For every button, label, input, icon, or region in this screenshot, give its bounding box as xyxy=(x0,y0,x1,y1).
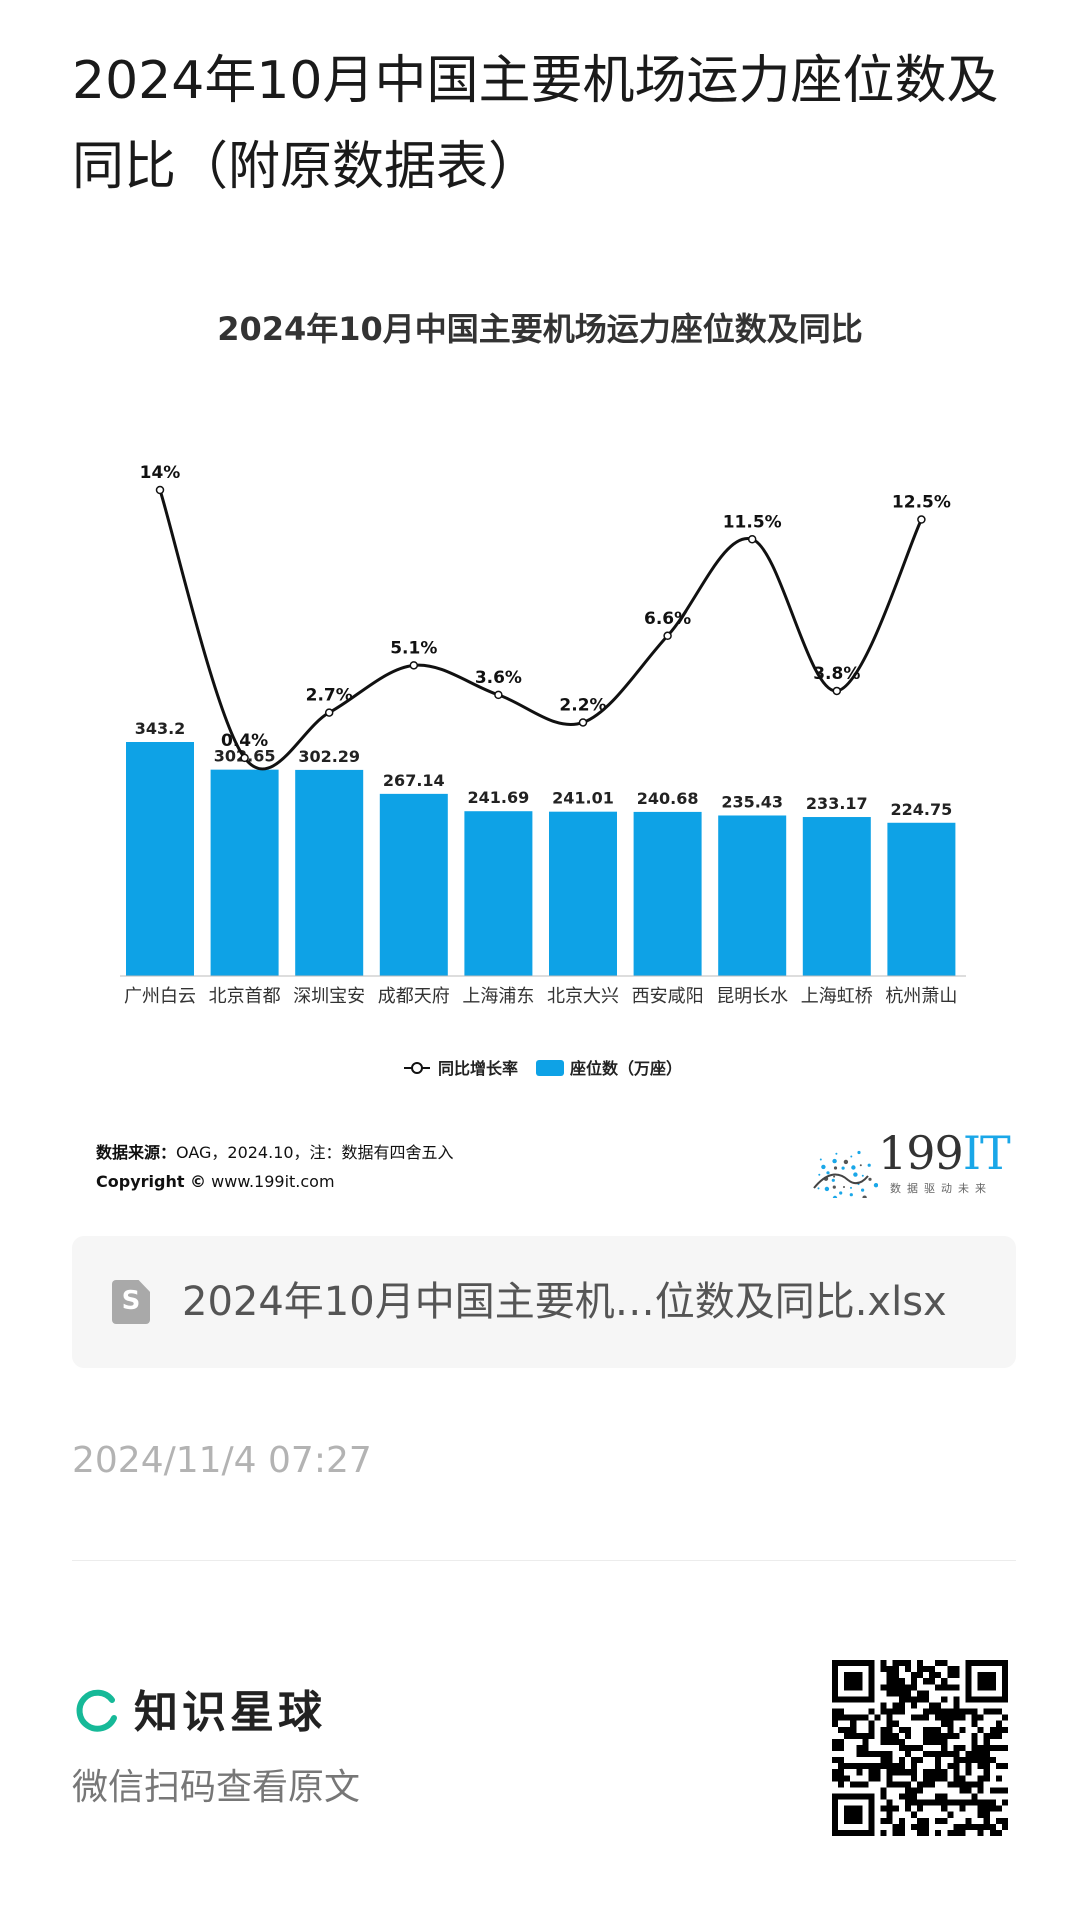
divider xyxy=(72,1560,1016,1561)
growth-label: 2.7% xyxy=(306,686,353,706)
spreadsheet-icon: S xyxy=(112,1280,150,1324)
growth-label: 2.2% xyxy=(559,695,606,715)
source-text: OAG，2024.10，注：数据有四舍五入 xyxy=(176,1143,454,1162)
x-tick-label: 北京大兴 xyxy=(547,986,619,1007)
growth-label: 0.4% xyxy=(221,731,268,751)
zsxq-logo-icon xyxy=(76,1689,117,1732)
source-label: 数据来源： xyxy=(96,1143,177,1162)
growth-label: 14% xyxy=(140,463,181,483)
dandelion-icon xyxy=(813,1150,878,1198)
x-tick-label: 昆明长水 xyxy=(716,986,788,1007)
chart: 2024年10月中国主要机场运力座位数及同比 343.2302.65302.29… xyxy=(120,310,966,1078)
qr-code-icon[interactable] xyxy=(832,1660,1008,1836)
x-tick-label: 广州白云 xyxy=(124,986,196,1007)
growth-label: 12.5% xyxy=(892,493,951,513)
growth-point xyxy=(578,718,588,727)
bar-label: 343.2 xyxy=(135,719,186,738)
legend-label-seats: 座位数（万座） xyxy=(569,1059,682,1078)
data-source: 数据来源：OAG，2024.10，注：数据有四舍五入 Copyright © w… xyxy=(96,1138,454,1196)
copyright-label: Copyright © xyxy=(96,1172,207,1191)
bar xyxy=(549,811,617,976)
growth-point xyxy=(240,753,249,763)
x-tick-label: 成都天府 xyxy=(378,986,450,1007)
chart-legend: 同比增长率 座位数（万座） xyxy=(404,1059,682,1078)
bar-label: 235.43 xyxy=(721,792,783,811)
file-attachment[interactable]: S 2024年10月中国主要机…位数及同比.xlsx xyxy=(72,1236,1016,1368)
bar-label: 233.17 xyxy=(806,794,868,813)
growth-label: 3.6% xyxy=(475,668,522,688)
legend-label-growth: 同比增长率 xyxy=(438,1059,518,1078)
logo-199it: 199IT 数据驱动未来 xyxy=(808,1126,1011,1198)
growth-point xyxy=(155,485,165,495)
x-tick-label: 西安咸阳 xyxy=(632,986,704,1007)
bar xyxy=(295,769,364,976)
x-tick-label: 深圳宝安 xyxy=(293,986,365,1007)
growth-label: 11.5% xyxy=(723,512,782,532)
growth-label: 6.6% xyxy=(644,609,691,629)
x-tick-label: 上海虹桥 xyxy=(801,986,873,1007)
brand-name: 知识星球 xyxy=(134,1687,326,1738)
growth-point xyxy=(832,686,842,696)
bar-label: 302.29 xyxy=(298,747,360,766)
bar xyxy=(126,742,194,976)
bar xyxy=(210,769,279,976)
logo-199it-text: 199IT xyxy=(878,1126,1011,1180)
chart-title: 2024年10月中国主要机场运力座位数及同比 xyxy=(217,310,863,348)
growth-line xyxy=(158,489,923,771)
growth-label: 3.8% xyxy=(813,664,860,684)
page-title: 2024年10月中国主要机场运力座位数及同比（附原数据表） xyxy=(72,51,999,197)
post-date: 2024/11/4 07:27 xyxy=(72,1440,372,1481)
bar-label: 241.69 xyxy=(468,788,530,807)
bar-label: 224.75 xyxy=(891,800,953,819)
growth-point xyxy=(494,690,503,700)
legend-bar-swatch xyxy=(536,1060,564,1076)
bar xyxy=(887,822,956,976)
bar xyxy=(633,811,702,976)
growth-point xyxy=(747,535,757,544)
x-tick-label: 杭州萧山 xyxy=(885,986,957,1007)
logo-slogan: 数据驱动未来 xyxy=(890,1182,992,1195)
growth-label: 5.1% xyxy=(390,638,437,658)
file-name[interactable]: 2024年10月中国主要机…位数及同比.xlsx xyxy=(182,1279,947,1325)
bar-label: 240.68 xyxy=(637,789,699,808)
scan-hint: 微信扫码查看原文 xyxy=(72,1767,361,1808)
growth-point xyxy=(663,631,672,641)
bar xyxy=(718,815,787,976)
x-tick-label: 上海浦东 xyxy=(462,986,534,1007)
growth-point xyxy=(324,708,334,717)
bar xyxy=(802,817,871,976)
x-tick-label: 北京首都 xyxy=(209,986,281,1007)
bar-label: 241.01 xyxy=(552,789,614,808)
growth-point xyxy=(917,515,926,524)
legend-line-dot xyxy=(411,1062,423,1074)
source-site: www.199it.com xyxy=(211,1172,335,1191)
bar xyxy=(379,793,448,976)
bar-label: 267.14 xyxy=(383,771,445,790)
bar xyxy=(464,811,533,976)
growth-point xyxy=(409,661,419,670)
